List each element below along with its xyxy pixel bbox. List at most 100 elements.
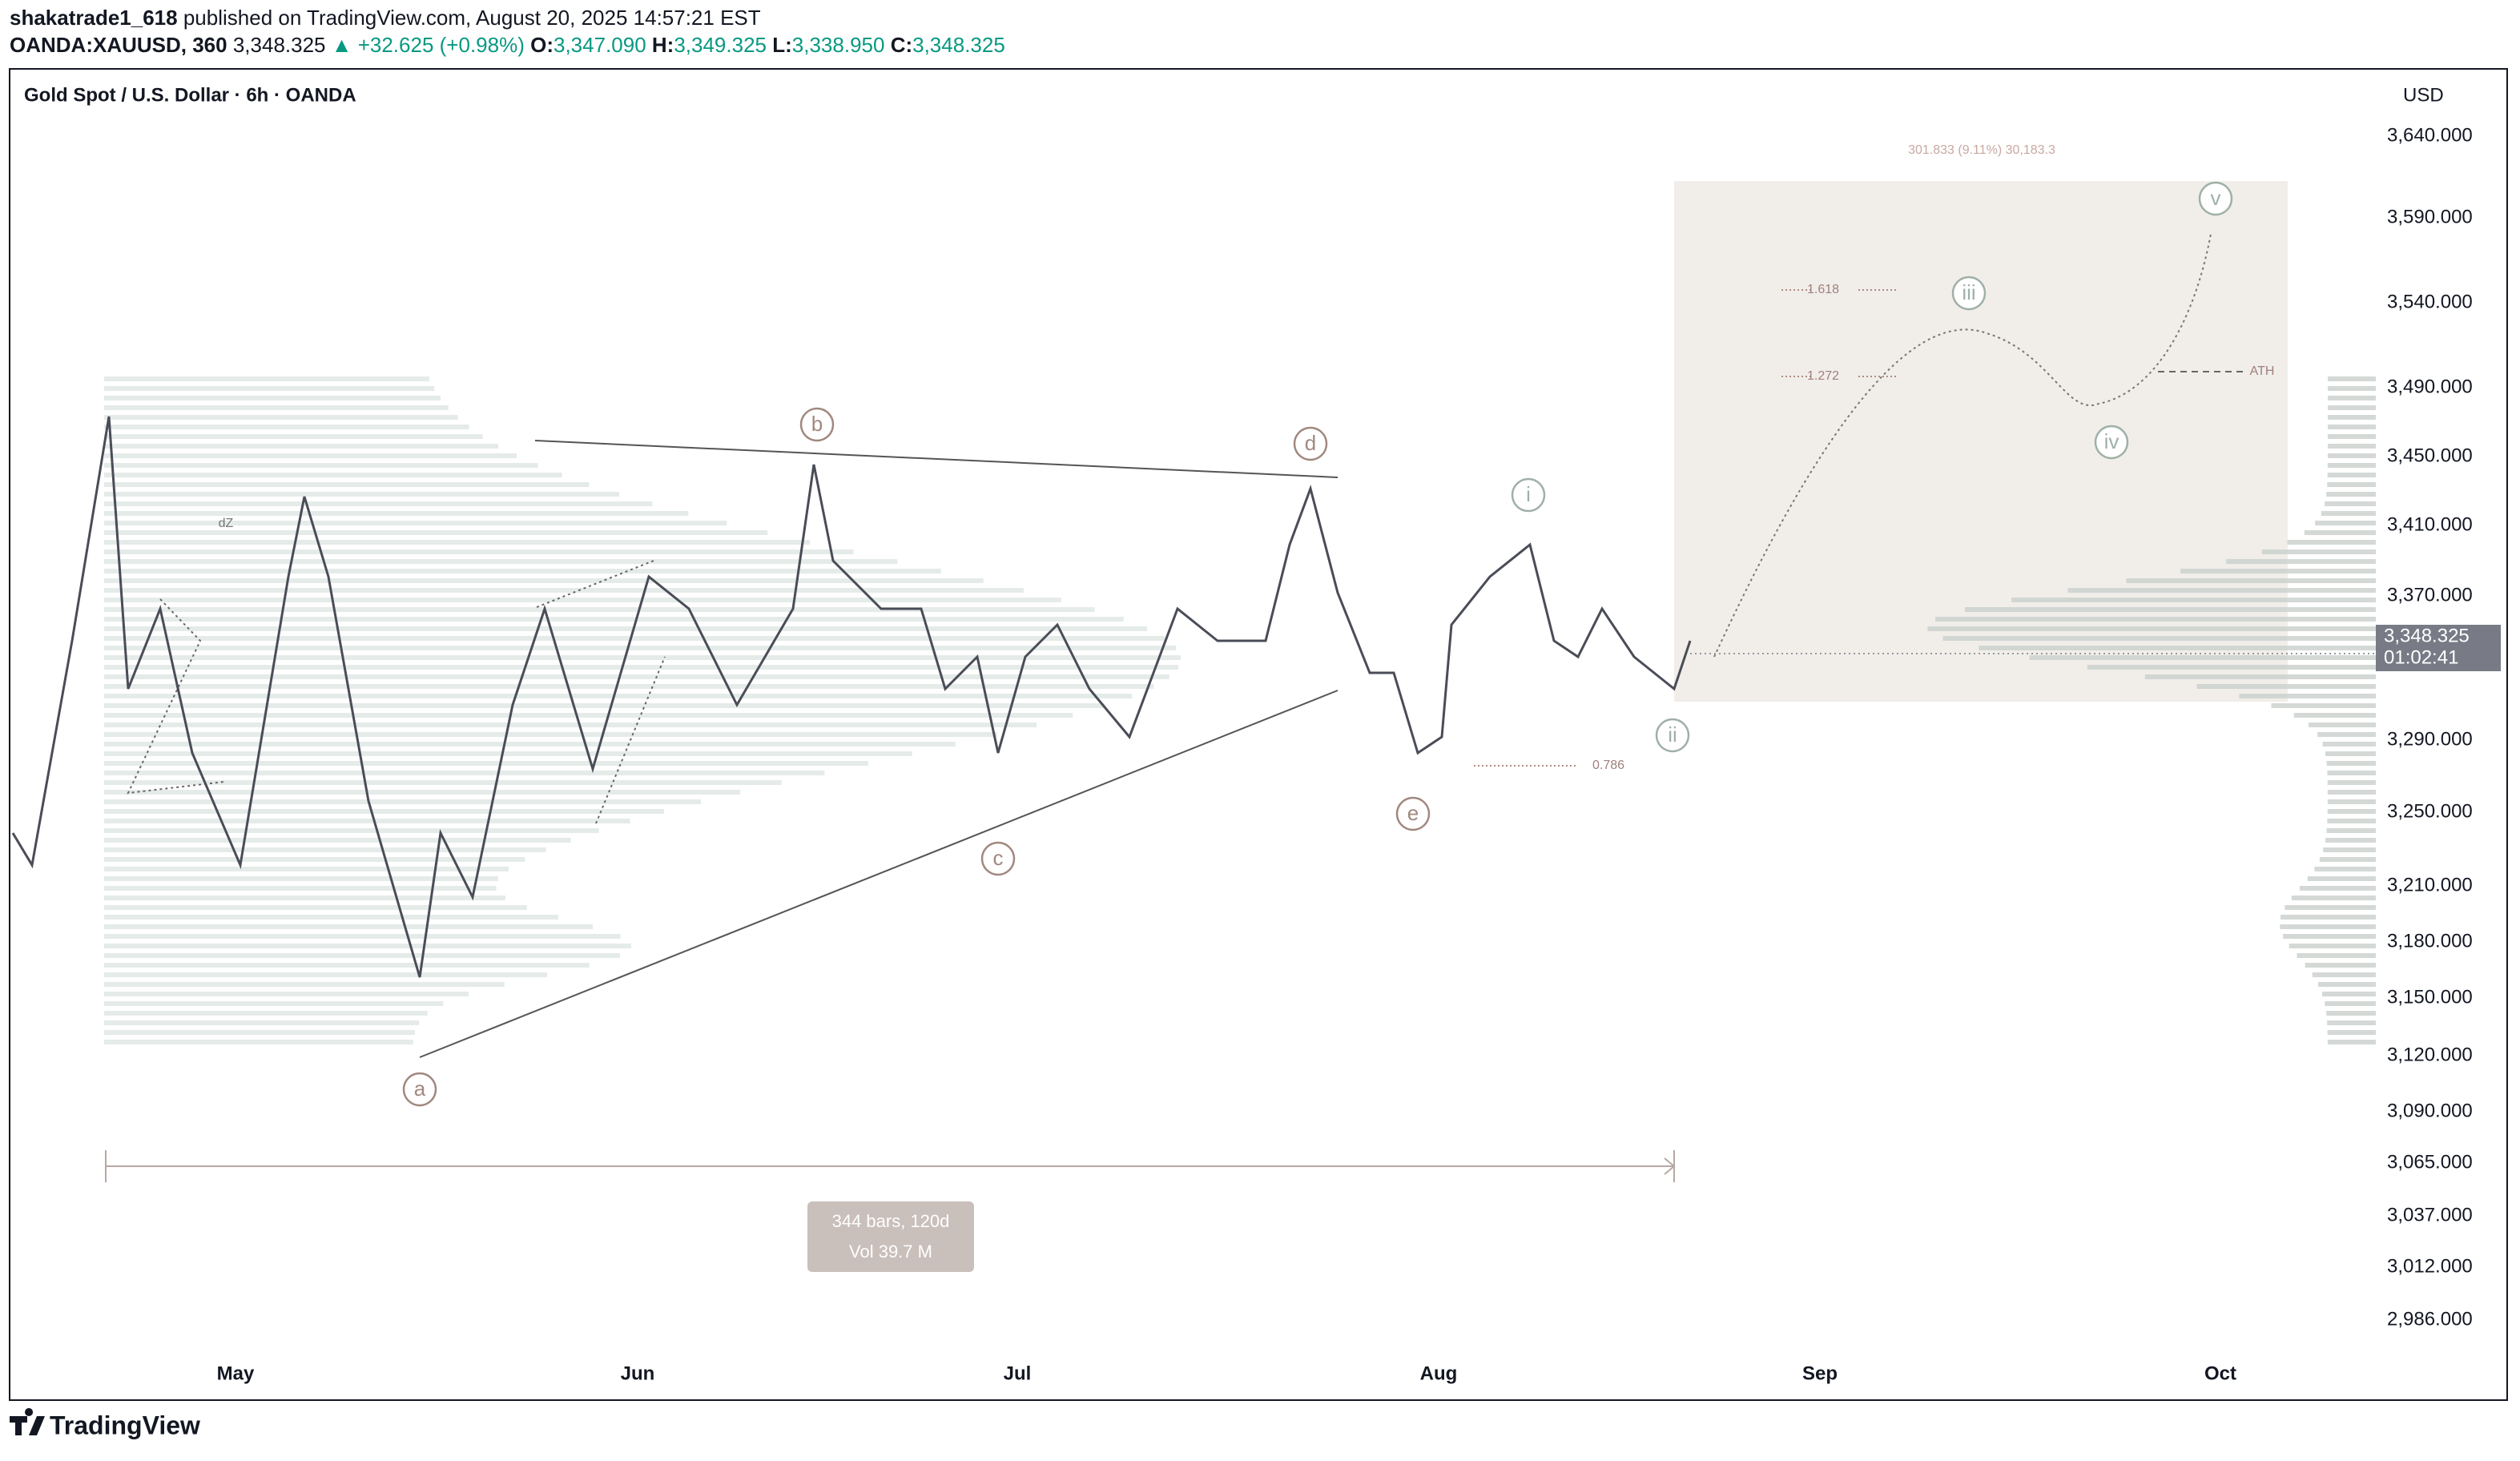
profile-bar	[104, 578, 984, 583]
last-price-box	[2376, 625, 2501, 671]
wave-circle	[2198, 181, 2233, 216]
price-tick-label: 3,370.000	[2387, 584, 2473, 606]
ohlc-value: 3,347.090	[554, 33, 646, 57]
profile-bar	[2328, 386, 2376, 391]
profile-bar	[104, 771, 825, 775]
profile-bar	[104, 463, 538, 468]
wave-label: v	[2211, 186, 2221, 210]
profile-bar	[104, 425, 469, 429]
measure-arrow	[1664, 1157, 1676, 1175]
measure-bars: 344 bars, 120d	[832, 1211, 950, 1231]
profile-bar	[2322, 992, 2376, 996]
wave-circle	[1655, 718, 1690, 753]
profile-bar	[2315, 521, 2376, 525]
target-label: 301.833 (9.11%) 30,183.3	[1908, 143, 2055, 157]
profile-bar	[2029, 655, 2376, 660]
wave-label: e	[1407, 801, 1419, 825]
last: 3,348.325	[233, 33, 326, 57]
profile-bar	[104, 684, 1154, 689]
profile-bar	[104, 511, 689, 516]
header-line: shakatrade1_618 published on TradingView…	[10, 6, 761, 30]
profile-bar	[2327, 415, 2376, 420]
price-tick-label: 3,090.000	[2387, 1100, 2473, 1121]
profile-bar	[104, 674, 1169, 679]
profile-bar	[2327, 444, 2376, 449]
fib-label: 0.786	[1592, 759, 1624, 772]
price-tick-label: 3,120.000	[2387, 1044, 2473, 1065]
profile-bar	[104, 1001, 444, 1006]
price-tick-label: 3,290.000	[2387, 728, 2473, 750]
profile-bar	[104, 924, 594, 929]
profile-bar	[2327, 453, 2376, 458]
profile-bar	[2087, 665, 2376, 670]
profile-bar	[2293, 713, 2376, 718]
profile-bar	[2317, 982, 2376, 987]
profile-bar	[104, 646, 1177, 650]
profile-bar	[2289, 944, 2376, 948]
ath-label: ATH	[2250, 364, 2275, 378]
profile-bar	[2328, 376, 2376, 381]
published: published on TradingView.com, August 20,…	[183, 6, 761, 30]
profile-bar	[104, 828, 599, 833]
profile-bar	[2314, 867, 2376, 871]
wave-label: iv	[2104, 429, 2119, 453]
profile-bar	[104, 838, 571, 843]
profile-bar	[2327, 473, 2376, 477]
wave-circle	[1293, 426, 1328, 461]
profile-bar	[104, 588, 1025, 593]
profile-bar	[2271, 703, 2376, 708]
wave-label: a	[414, 1077, 426, 1101]
profile-bar	[104, 376, 429, 381]
profile-bar	[104, 780, 782, 785]
profile-bar	[2126, 578, 2376, 583]
wave-label: iii	[1962, 280, 1975, 304]
volume-profile	[104, 376, 2376, 1044]
publisher[interactable]: shakatrade1_618	[10, 6, 178, 30]
profile-bar	[104, 569, 941, 574]
profile-bar	[2327, 425, 2376, 429]
profile-bar	[104, 886, 497, 891]
profile-bar	[2321, 511, 2376, 516]
projection-box	[1674, 181, 2288, 702]
countdown: 01:02:41	[2384, 646, 2458, 668]
profile-bar	[2291, 896, 2376, 900]
profile-bar	[104, 790, 741, 795]
profile-bar	[2326, 1011, 2376, 1016]
profile-bar	[2326, 828, 2376, 833]
profile-bar	[2144, 674, 2376, 679]
profile-bar	[2307, 876, 2376, 881]
profile-bar	[104, 934, 621, 939]
profile-bar	[104, 1040, 413, 1044]
profile-bar	[2261, 549, 2376, 554]
profile-bar	[1965, 607, 2376, 612]
profile-bar	[1935, 617, 2376, 622]
profile-bar	[2280, 915, 2376, 920]
time-tick-label: Jul	[1004, 1362, 1032, 1384]
profile-bar	[104, 876, 498, 881]
price-tick-label: 3,540.000	[2387, 291, 2473, 312]
measure-box	[807, 1201, 974, 1272]
zone-label: dZ	[219, 517, 234, 530]
profile-bar	[2327, 799, 2376, 804]
profile-bar	[2297, 953, 2376, 958]
profile-bar	[2325, 838, 2376, 843]
wave-circle	[1395, 796, 1431, 831]
profile-bar	[104, 761, 868, 766]
profile-bar	[2322, 742, 2376, 747]
time-tick-label: Oct	[2204, 1362, 2236, 1384]
profile-bar	[2309, 722, 2376, 727]
measure-volume: Vol 39.7 M	[849, 1242, 932, 1262]
profile-bar	[2328, 396, 2376, 400]
profile-bar	[104, 492, 620, 497]
trendline	[534, 440, 1338, 478]
profile-bar	[2319, 857, 2376, 862]
wave-label: i	[1526, 482, 1531, 506]
profile-bar	[104, 963, 590, 968]
profile-bar	[2280, 924, 2376, 929]
currency: USD	[2403, 84, 2444, 106]
profile-bar	[104, 482, 590, 487]
profile-bar	[2327, 482, 2376, 487]
time-tick-label: Jun	[621, 1362, 655, 1384]
